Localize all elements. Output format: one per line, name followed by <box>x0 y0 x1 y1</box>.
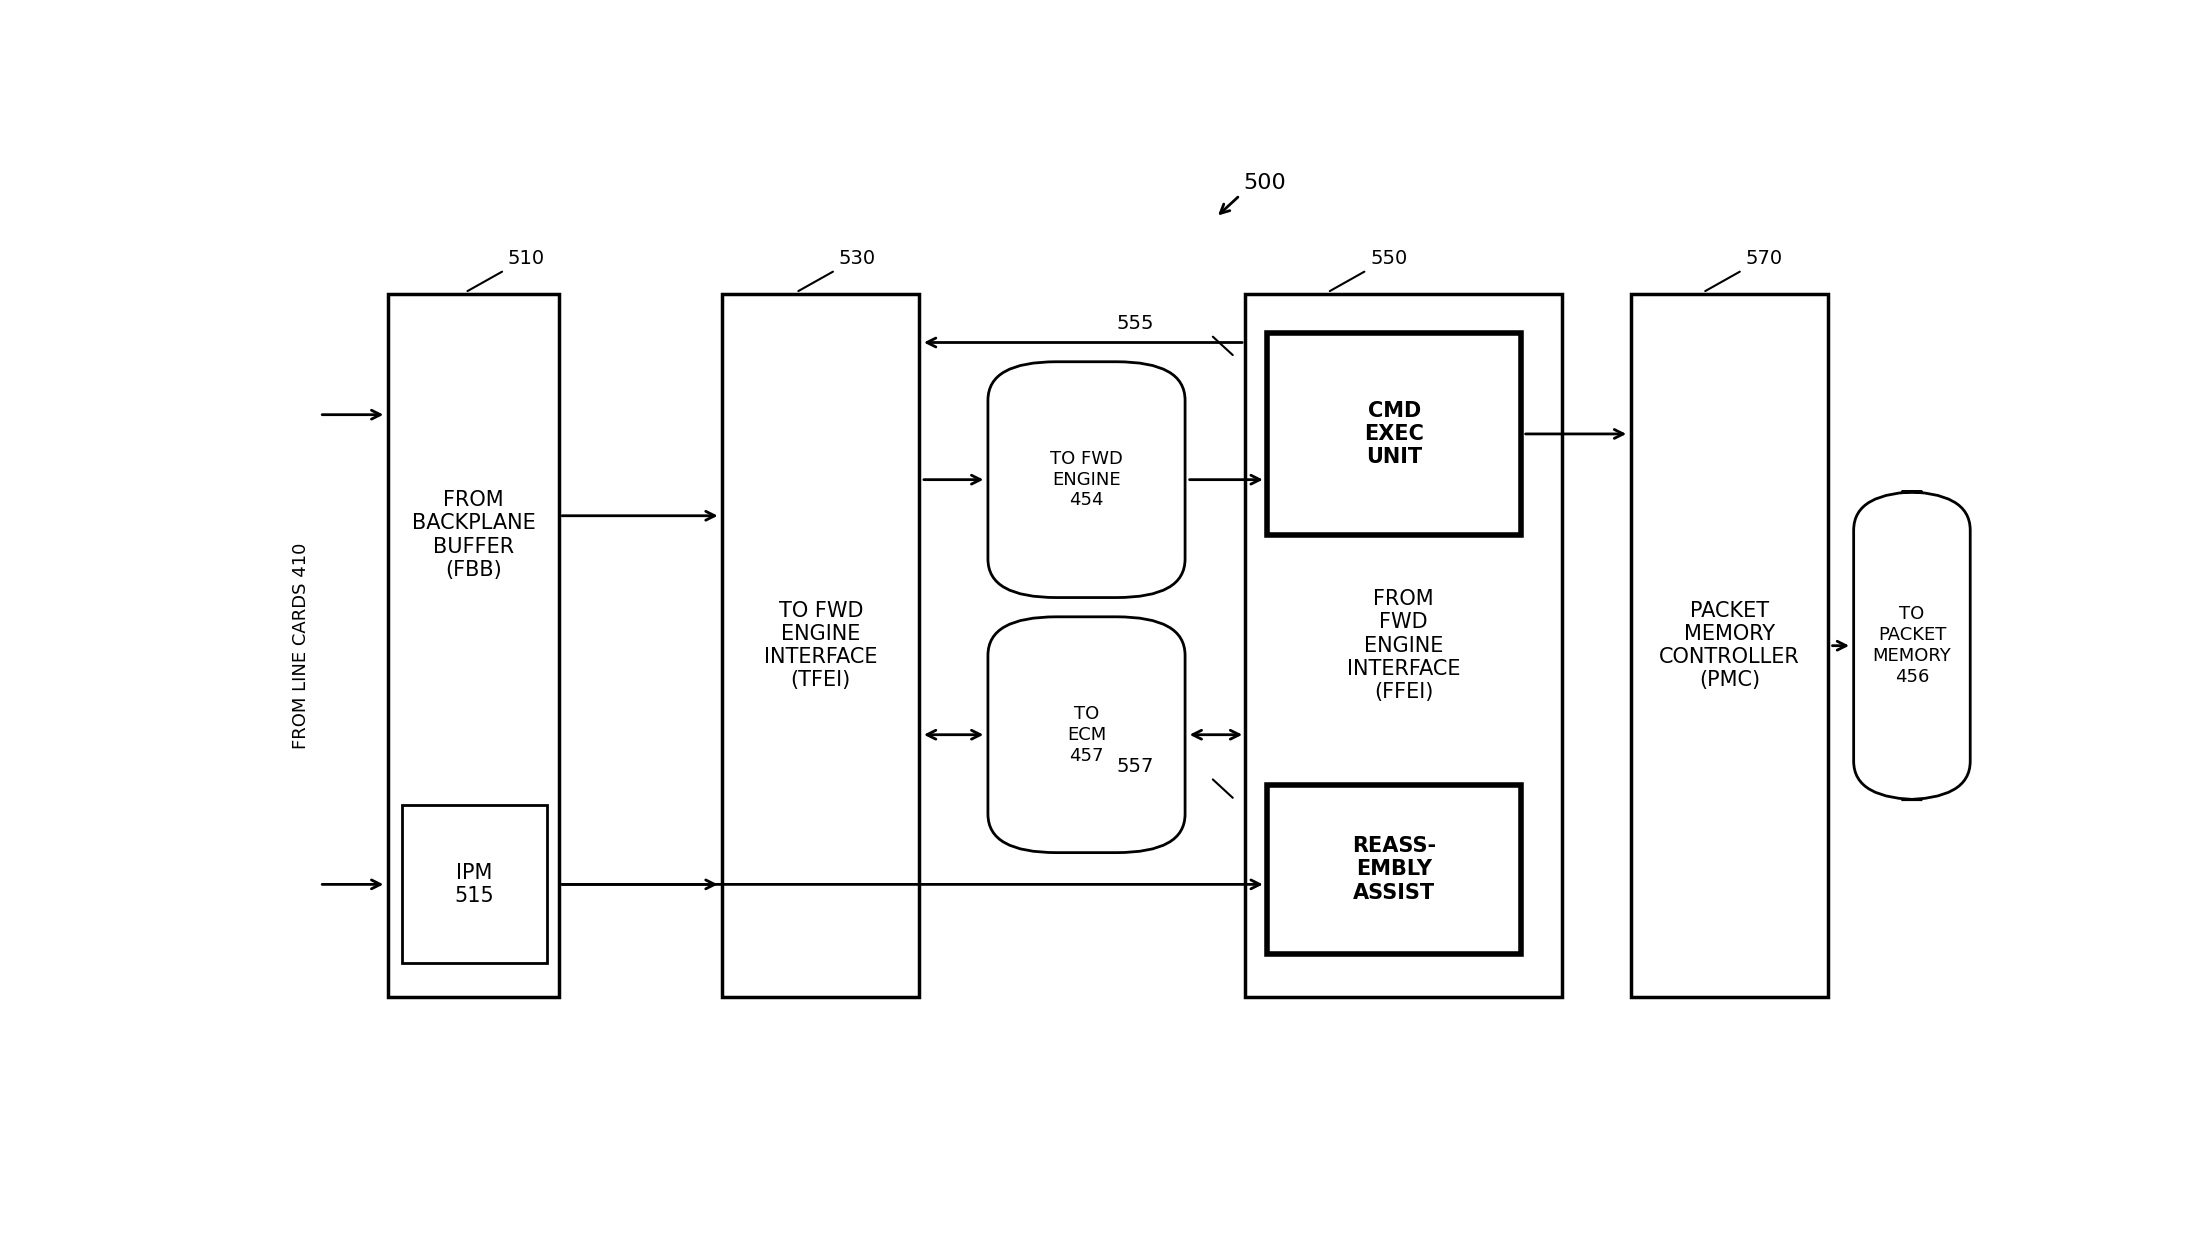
Text: FROM
BACKPLANE
BUFFER
(FBB): FROM BACKPLANE BUFFER (FBB) <box>411 490 535 580</box>
Text: 530: 530 <box>838 250 876 269</box>
FancyBboxPatch shape <box>721 294 920 998</box>
FancyBboxPatch shape <box>989 616 1186 852</box>
FancyBboxPatch shape <box>1854 491 1971 800</box>
Text: TO
ECM
457: TO ECM 457 <box>1066 705 1106 765</box>
Text: CMD
EXEC
UNIT: CMD EXEC UNIT <box>1365 401 1425 468</box>
Text: TO FWD
ENGINE
INTERFACE
(TFEI): TO FWD ENGINE INTERFACE (TFEI) <box>763 601 878 690</box>
Text: 510: 510 <box>509 250 544 269</box>
Text: 557: 557 <box>1117 756 1155 775</box>
Text: FROM
FWD
ENGINE
INTERFACE
(FFEI): FROM FWD ENGINE INTERFACE (FFEI) <box>1347 589 1460 703</box>
FancyBboxPatch shape <box>1267 332 1522 535</box>
Text: TO
PACKET
MEMORY
456: TO PACKET MEMORY 456 <box>1874 605 1951 686</box>
Text: 500: 500 <box>1243 174 1285 194</box>
Text: PACKET
MEMORY
CONTROLLER
(PMC): PACKET MEMORY CONTROLLER (PMC) <box>1659 601 1801 690</box>
FancyBboxPatch shape <box>1630 294 1827 998</box>
Text: 550: 550 <box>1369 250 1407 269</box>
FancyBboxPatch shape <box>403 805 546 964</box>
FancyBboxPatch shape <box>1245 294 1562 998</box>
Text: 570: 570 <box>1745 250 1783 269</box>
Text: IPM
515: IPM 515 <box>456 862 493 906</box>
Text: FROM LINE CARDS 410: FROM LINE CARDS 410 <box>292 542 310 749</box>
FancyBboxPatch shape <box>1267 785 1522 954</box>
Text: TO FWD
ENGINE
454: TO FWD ENGINE 454 <box>1051 450 1124 510</box>
Text: 555: 555 <box>1117 314 1155 332</box>
FancyBboxPatch shape <box>989 361 1186 598</box>
FancyBboxPatch shape <box>387 294 560 998</box>
Text: REASS-
EMBLY
ASSIST: REASS- EMBLY ASSIST <box>1352 836 1436 902</box>
